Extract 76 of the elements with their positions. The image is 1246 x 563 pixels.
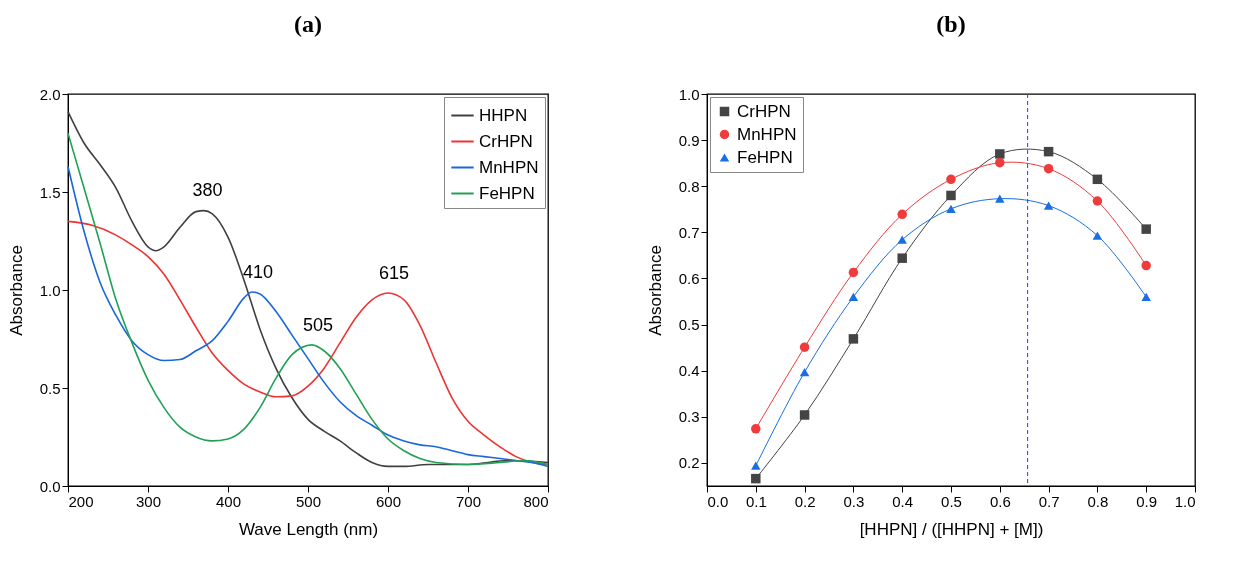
y-tick-label: 1.0 — [39, 281, 61, 299]
point — [1092, 196, 1103, 206]
point — [946, 204, 956, 213]
x-tick-label: 0.5 — [941, 492, 962, 510]
legend-label: MnHPN — [479, 157, 539, 177]
point — [995, 149, 1005, 159]
x-tick-label: 200 — [68, 492, 94, 510]
point — [897, 209, 907, 220]
y-axis-title: Absorbance — [645, 245, 665, 336]
y-tick-label: 1.0 — [678, 85, 700, 103]
y-tick-label: 0.5 — [39, 379, 61, 397]
point — [1141, 224, 1151, 234]
y-tick-label: 0.2 — [678, 454, 700, 472]
y-tick-label: 0.0 — [39, 477, 61, 495]
x-tick-label: 0.3 — [843, 492, 865, 510]
point — [1092, 174, 1103, 185]
y-tick-label: 0.7 — [678, 223, 700, 241]
y-tick-label: 0.6 — [678, 269, 700, 287]
x-tick-label: 0.2 — [794, 492, 816, 510]
point — [1092, 231, 1103, 240]
y-axis-title: Absorbance — [6, 245, 26, 336]
chart-title: (a) — [294, 11, 322, 37]
x-tick-label: 0.4 — [892, 492, 914, 510]
x-axis-title: [HHPN] / ([HHPN] + [M]) — [859, 519, 1044, 539]
annotation: 410 — [242, 261, 274, 282]
x-tick-label: 0.9 — [1136, 492, 1158, 510]
point — [995, 157, 1005, 168]
chart-title: (b) — [936, 11, 966, 37]
annotation: 615 — [378, 262, 410, 283]
y-tick-label: 0.9 — [678, 131, 700, 149]
point — [848, 267, 859, 278]
x-tick-label: 0.7 — [1038, 492, 1060, 510]
point — [1043, 146, 1054, 157]
x-tick-label: 800 — [523, 492, 549, 510]
x-tick-label: 500 — [295, 492, 322, 510]
annotation: 505 — [302, 314, 334, 335]
x-tick-label: 0.6 — [989, 492, 1011, 510]
y-tick-label: 0.5 — [678, 316, 700, 334]
point — [1141, 260, 1151, 271]
point — [897, 253, 907, 263]
point — [848, 334, 859, 344]
x-axis-title: Wave Length (nm) — [238, 519, 379, 539]
point — [946, 174, 956, 185]
point — [995, 194, 1005, 203]
x-tick-label: 700 — [455, 492, 482, 510]
x-tick-label: 0.0 — [707, 492, 729, 510]
legend-label: CrHPN — [737, 101, 791, 121]
legend-label: CrHPN — [479, 131, 533, 151]
point — [751, 473, 761, 484]
x-tick-label: 300 — [135, 492, 162, 510]
legend-label: HHPN — [479, 105, 528, 125]
point — [897, 235, 907, 244]
point — [1043, 163, 1054, 174]
x-tick-label: 400 — [215, 492, 242, 510]
x-tick-label: 0.8 — [1087, 492, 1109, 510]
legend-label: FeHPN — [479, 183, 535, 203]
point — [946, 190, 956, 201]
point — [799, 410, 810, 420]
x-tick-label: 600 — [375, 492, 402, 510]
point — [1141, 292, 1151, 302]
point — [751, 461, 761, 470]
x-tick-label: 0.1 — [745, 492, 767, 510]
legend-label: MnHPN — [737, 124, 797, 144]
point — [799, 342, 810, 352]
y-tick-label: 0.8 — [678, 177, 700, 195]
point — [1043, 201, 1054, 210]
y-tick-label: 2.0 — [39, 85, 61, 103]
point — [848, 292, 859, 302]
x-tick-label: 1.0 — [1174, 492, 1196, 510]
legend-label: FeHPN — [737, 147, 793, 167]
y-tick-label: 1.5 — [39, 183, 61, 201]
y-tick-label: 0.4 — [678, 362, 700, 380]
annotation: 380 — [192, 179, 223, 200]
y-tick-label: 0.3 — [678, 408, 700, 426]
point — [799, 367, 810, 377]
point — [751, 424, 761, 434]
